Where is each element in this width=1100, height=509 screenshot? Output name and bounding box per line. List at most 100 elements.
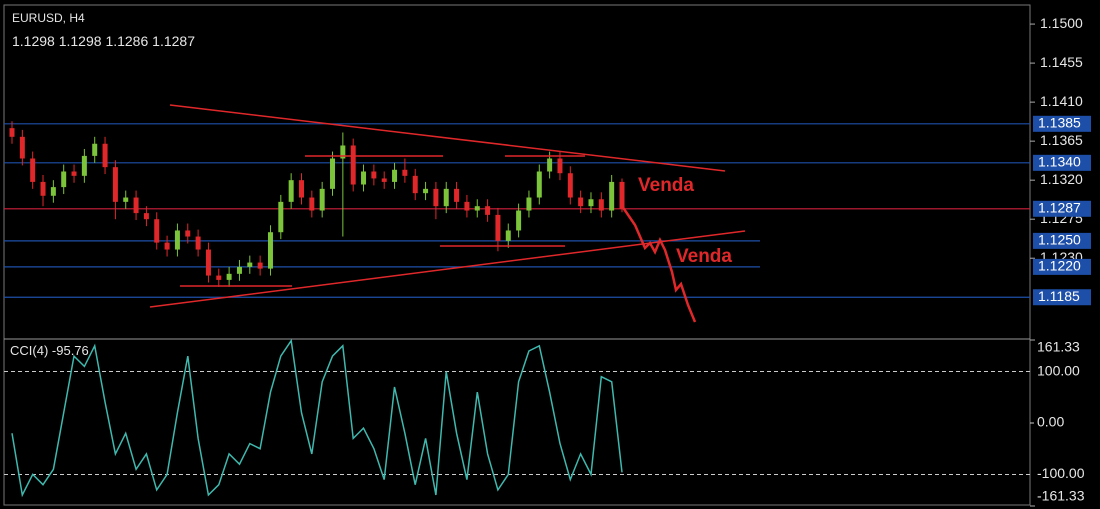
indicator-value: -95.76 xyxy=(52,343,89,358)
candle-body xyxy=(19,136,25,159)
candle-body xyxy=(50,187,56,196)
y-tick-label: 1.1500 xyxy=(1040,15,1083,31)
cci-line xyxy=(11,338,623,498)
candle-body xyxy=(392,169,398,182)
ohlc-value: 1.1298 xyxy=(12,33,55,49)
y-tick-label: -161.33 xyxy=(1037,488,1085,504)
candle-body xyxy=(619,181,625,209)
ohlc-value: 1.1298 xyxy=(59,33,102,49)
candle-body xyxy=(40,181,46,196)
level-label-box xyxy=(1033,115,1091,132)
candle-body xyxy=(474,206,480,211)
current-price-label: 1.1287 xyxy=(1038,199,1081,215)
candle-body xyxy=(154,219,160,243)
annotation: Venda xyxy=(676,246,732,267)
candle-body xyxy=(340,145,346,159)
frame xyxy=(3,4,1031,506)
candle-body xyxy=(71,171,77,176)
y-tick-label: 1.1365 xyxy=(1040,132,1083,148)
candle-body xyxy=(195,236,201,250)
candle-body xyxy=(609,181,615,211)
resistance-trendline xyxy=(169,104,726,172)
candle-body xyxy=(557,158,563,174)
candle-body xyxy=(485,206,491,215)
candle-body xyxy=(236,266,242,274)
level-label: 1.1250 xyxy=(1038,232,1081,248)
candle-body xyxy=(381,178,387,182)
candle-body xyxy=(278,201,284,233)
support-trendline xyxy=(149,230,746,308)
level-label-box xyxy=(1033,258,1091,275)
candle-body xyxy=(516,210,522,231)
candle-body xyxy=(588,199,594,207)
candle-body xyxy=(133,197,139,214)
level-label-box xyxy=(1033,289,1091,306)
candle-body xyxy=(247,262,253,267)
candle-body xyxy=(288,180,294,202)
indicator-name: CCI(4) xyxy=(10,343,48,358)
candle-body xyxy=(454,188,460,202)
ohlc-value: 1.1287 xyxy=(152,33,195,49)
candle-body xyxy=(9,128,15,137)
candle-body xyxy=(495,214,501,241)
y-tick-label: 1.1455 xyxy=(1040,54,1083,70)
candle-body xyxy=(216,275,222,280)
annotation: Venda xyxy=(638,175,694,196)
level-label-box xyxy=(1033,232,1091,249)
candle-body xyxy=(205,249,211,276)
y-tick-label: 1.1410 xyxy=(1040,93,1083,109)
candle-body xyxy=(371,171,377,179)
candle-body xyxy=(185,230,191,237)
candle-body xyxy=(423,188,429,194)
y-tick-label: 1.1320 xyxy=(1040,171,1083,187)
candle-body xyxy=(578,197,584,207)
candle-body xyxy=(174,230,180,250)
level-label: 1.1340 xyxy=(1038,154,1081,170)
candle-body xyxy=(61,171,67,188)
candle-body xyxy=(298,180,304,198)
forecast-arrow xyxy=(620,205,697,323)
level-label: 1.1220 xyxy=(1038,258,1081,274)
candle-body xyxy=(143,213,149,220)
ohlc-readout: 1.1298 1.1298 1.1286 1.1287 xyxy=(12,33,195,49)
candle-body xyxy=(567,173,573,198)
candle-body xyxy=(536,171,542,198)
y-tick-label: 161.33 xyxy=(1037,339,1080,355)
drawings xyxy=(149,104,746,323)
candle-body xyxy=(257,262,263,269)
indicator-label: CCI(4) -95.76 xyxy=(10,343,89,358)
candle-body xyxy=(598,199,604,211)
candle-body xyxy=(443,188,449,207)
level-label: 1.1385 xyxy=(1038,115,1081,131)
candle-body xyxy=(361,171,367,185)
candle-body xyxy=(309,197,315,211)
current-price-box xyxy=(1033,200,1091,217)
candle-body xyxy=(547,158,553,172)
candle-body xyxy=(505,230,511,241)
candle-body xyxy=(92,143,98,156)
candle-body xyxy=(402,169,408,176)
y-tick-label: -100.00 xyxy=(1037,465,1085,481)
candle-body xyxy=(412,175,418,194)
candle-body xyxy=(30,158,36,182)
candle-body xyxy=(112,167,118,202)
level-label: 1.1185 xyxy=(1038,288,1080,304)
y-tick-label: 100.00 xyxy=(1037,362,1080,378)
candle-body xyxy=(464,201,470,211)
candle-body xyxy=(123,197,129,202)
candle-body xyxy=(433,188,439,207)
candle-body xyxy=(330,158,336,189)
candle-body xyxy=(164,242,170,250)
candle-body xyxy=(102,143,108,168)
level-label-box xyxy=(1033,154,1091,171)
y-tick-label: 0.00 xyxy=(1037,414,1064,430)
candle-body xyxy=(319,188,325,211)
candle-body xyxy=(350,145,356,185)
ohlc-value: 1.1286 xyxy=(105,33,148,49)
candle-body xyxy=(267,232,273,269)
candle-body xyxy=(526,197,532,211)
candle-body xyxy=(81,155,87,176)
candle-body xyxy=(226,273,232,280)
